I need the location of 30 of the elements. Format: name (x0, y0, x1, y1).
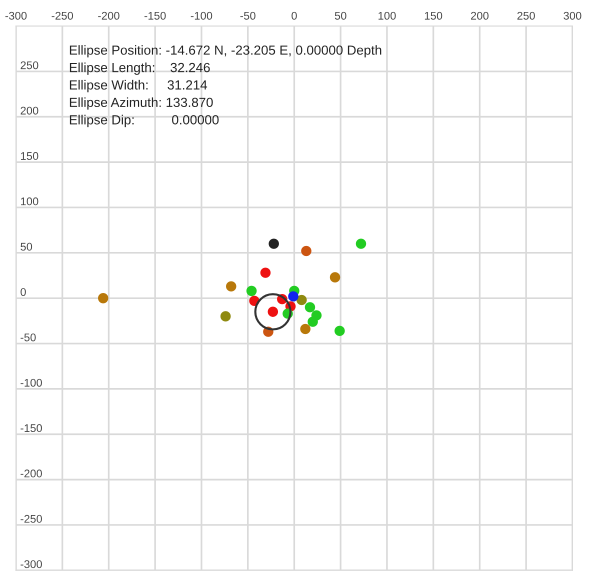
y-tick-label: -300 (20, 560, 42, 568)
y-tick-label: -50 (20, 333, 36, 342)
x-tick-label: -200 (98, 12, 120, 20)
y-tick-label: 50 (20, 242, 32, 251)
x-tick-label: -150 (144, 12, 166, 20)
annotation: Ellipse Position: -14.672 N, -23.205 E, 0.00000 Depth (70, 45, 382, 58)
y-tick-label: -150 (20, 424, 42, 432)
y-tick-label: 0 (20, 288, 26, 296)
annotation: Ellipse Dip: 0.00000 (70, 114, 219, 128)
x-tick-label: 100 (378, 12, 396, 20)
x-tick-label: 300 (564, 12, 582, 20)
x-tick-label: 200 (471, 12, 489, 20)
x-tick-label: 50 (334, 12, 346, 20)
y-tick-label: 200 (20, 106, 38, 115)
x-tick-label: -300 (5, 12, 27, 20)
y-tick-label: 150 (21, 152, 38, 160)
x-tick-label: -50 (240, 12, 256, 20)
annotation: Ellipse Length: 32.246 (70, 62, 210, 75)
x-tick-label: -100 (190, 12, 212, 20)
x-tick-label: 150 (424, 12, 442, 20)
y-tick-label: -100 (20, 378, 42, 387)
x-tick-label: -250 (52, 12, 74, 20)
y-tick-label: -200 (20, 470, 42, 478)
x-tick-label: 0 (292, 12, 297, 20)
annotation: Ellipse Azimuth: 133.870 (70, 97, 213, 110)
y-tick-label: 100 (21, 197, 38, 206)
x-tick-label: 250 (517, 12, 535, 20)
y-tick-label: 250 (20, 61, 38, 70)
y-tick-label: -250 (20, 514, 42, 523)
annotation: Ellipse Width: 31.214 (70, 80, 208, 92)
